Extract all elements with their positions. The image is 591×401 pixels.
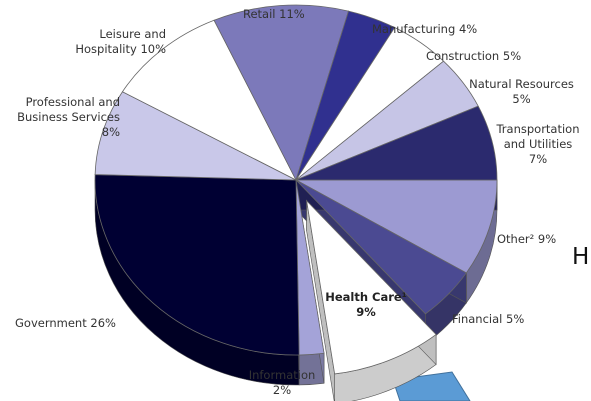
value-label: 4% bbox=[458, 22, 478, 36]
slice-label: Health Care¹ 9% bbox=[320, 290, 412, 320]
category-label: Retail bbox=[243, 7, 276, 21]
slice bbox=[121, 19, 297, 181]
value-label: 2% bbox=[272, 383, 292, 397]
slice-label: Information 2% bbox=[232, 368, 332, 398]
value-label: 9% bbox=[356, 305, 376, 319]
category-label: Health Care¹ bbox=[325, 290, 407, 304]
value-label: 8% bbox=[101, 125, 120, 139]
slice-label: Other² 9% bbox=[497, 232, 587, 247]
category-label: Leisure and Hospitality bbox=[75, 27, 166, 56]
slice-label: Leisure and Hospitality 10% bbox=[60, 27, 166, 57]
category-label: Transportation and Utilities bbox=[496, 122, 580, 151]
slice-label: Financial 5% bbox=[452, 312, 552, 327]
category-label: Professional and Business Services bbox=[17, 95, 120, 124]
category-label: Financial bbox=[452, 312, 503, 326]
slice-label: Natural Resources 5% bbox=[455, 77, 588, 107]
value-label: 26% bbox=[90, 316, 116, 330]
value-label: 9% bbox=[537, 232, 557, 246]
value-label: 7% bbox=[528, 152, 548, 166]
value-label: 5% bbox=[512, 92, 531, 106]
pie bbox=[94, 4, 498, 401]
annotation: H bbox=[572, 244, 590, 270]
value-label: 5% bbox=[502, 49, 522, 63]
slice bbox=[94, 174, 300, 356]
slice-label: Construction 5% bbox=[426, 49, 546, 64]
slice-label: Retail 11% bbox=[243, 7, 343, 22]
slice bbox=[306, 199, 437, 375]
category-label: Government bbox=[15, 316, 87, 330]
slice bbox=[295, 179, 467, 315]
value-label: 10% bbox=[140, 42, 166, 56]
slice-label: Professional and Business Services 8% bbox=[8, 95, 120, 140]
category-label: Manufacturing bbox=[372, 22, 456, 36]
slice bbox=[295, 105, 498, 181]
slice-label: Manufacturing 4% bbox=[372, 22, 492, 37]
value-label: 5% bbox=[506, 312, 525, 326]
category-label: Other² bbox=[497, 232, 535, 246]
value-label: 11% bbox=[279, 7, 305, 21]
category-label: Information bbox=[248, 368, 316, 382]
slice-label: Government 26% bbox=[15, 316, 155, 331]
category-label: Natural Resources bbox=[469, 77, 574, 91]
slice bbox=[295, 179, 498, 274]
slice bbox=[94, 91, 297, 181]
slice bbox=[213, 4, 350, 182]
category-label: Construction bbox=[426, 49, 500, 63]
slice-label: Transportation and Utilities 7% bbox=[485, 122, 591, 167]
